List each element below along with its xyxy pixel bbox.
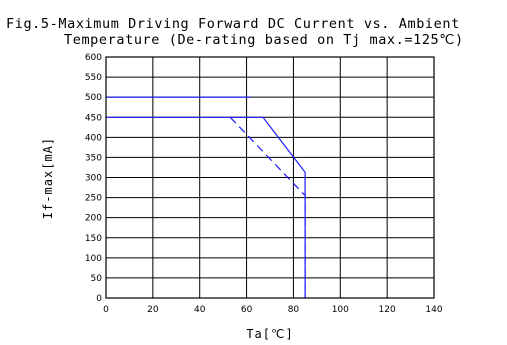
grid xyxy=(105,56,435,299)
y-tick-label: 500 xyxy=(85,93,102,103)
x-tick-label: 20 xyxy=(147,305,159,315)
y-tick-label: 350 xyxy=(85,153,102,163)
series-line-3 xyxy=(229,116,306,298)
y-tick-label: 200 xyxy=(85,214,102,224)
y-tick-label: 450 xyxy=(85,113,102,123)
x-tick-label: 0 xyxy=(103,305,109,315)
y-tick-label: 0 xyxy=(96,294,102,304)
x-tick-label: 120 xyxy=(379,305,396,315)
y-tick-label: 250 xyxy=(85,194,102,204)
y-tick-label: 550 xyxy=(85,73,102,83)
plot-frame xyxy=(105,56,435,299)
y-tick-label: 50 xyxy=(91,274,103,284)
series-line-2 xyxy=(106,116,306,298)
chart-title-line1: Fig.5-Maximum Driving Forward DC Current… xyxy=(6,16,460,32)
chart-title-line2: Temperature (De-rating based on Tj max.=… xyxy=(64,32,464,48)
y-axis-label: If-max[mA] xyxy=(41,137,55,219)
x-tick-label: 60 xyxy=(241,305,253,315)
x-tick-labels: 0 20 40 60 80 100 120 140 xyxy=(103,305,443,315)
x-tick-label: 40 xyxy=(194,305,206,315)
series-group xyxy=(106,96,306,298)
y-tick-label: 100 xyxy=(85,254,102,264)
x-tick-label: 80 xyxy=(288,305,300,315)
x-axis-label: Ta[℃] xyxy=(246,327,293,341)
x-tick-label: 140 xyxy=(425,305,442,315)
y-tick-label: 400 xyxy=(85,133,102,143)
y-tick-label: 300 xyxy=(85,174,102,184)
x-tick-label: 100 xyxy=(332,305,349,315)
y-tick-label: 150 xyxy=(85,234,102,244)
y-tick-label: 600 xyxy=(85,53,102,63)
